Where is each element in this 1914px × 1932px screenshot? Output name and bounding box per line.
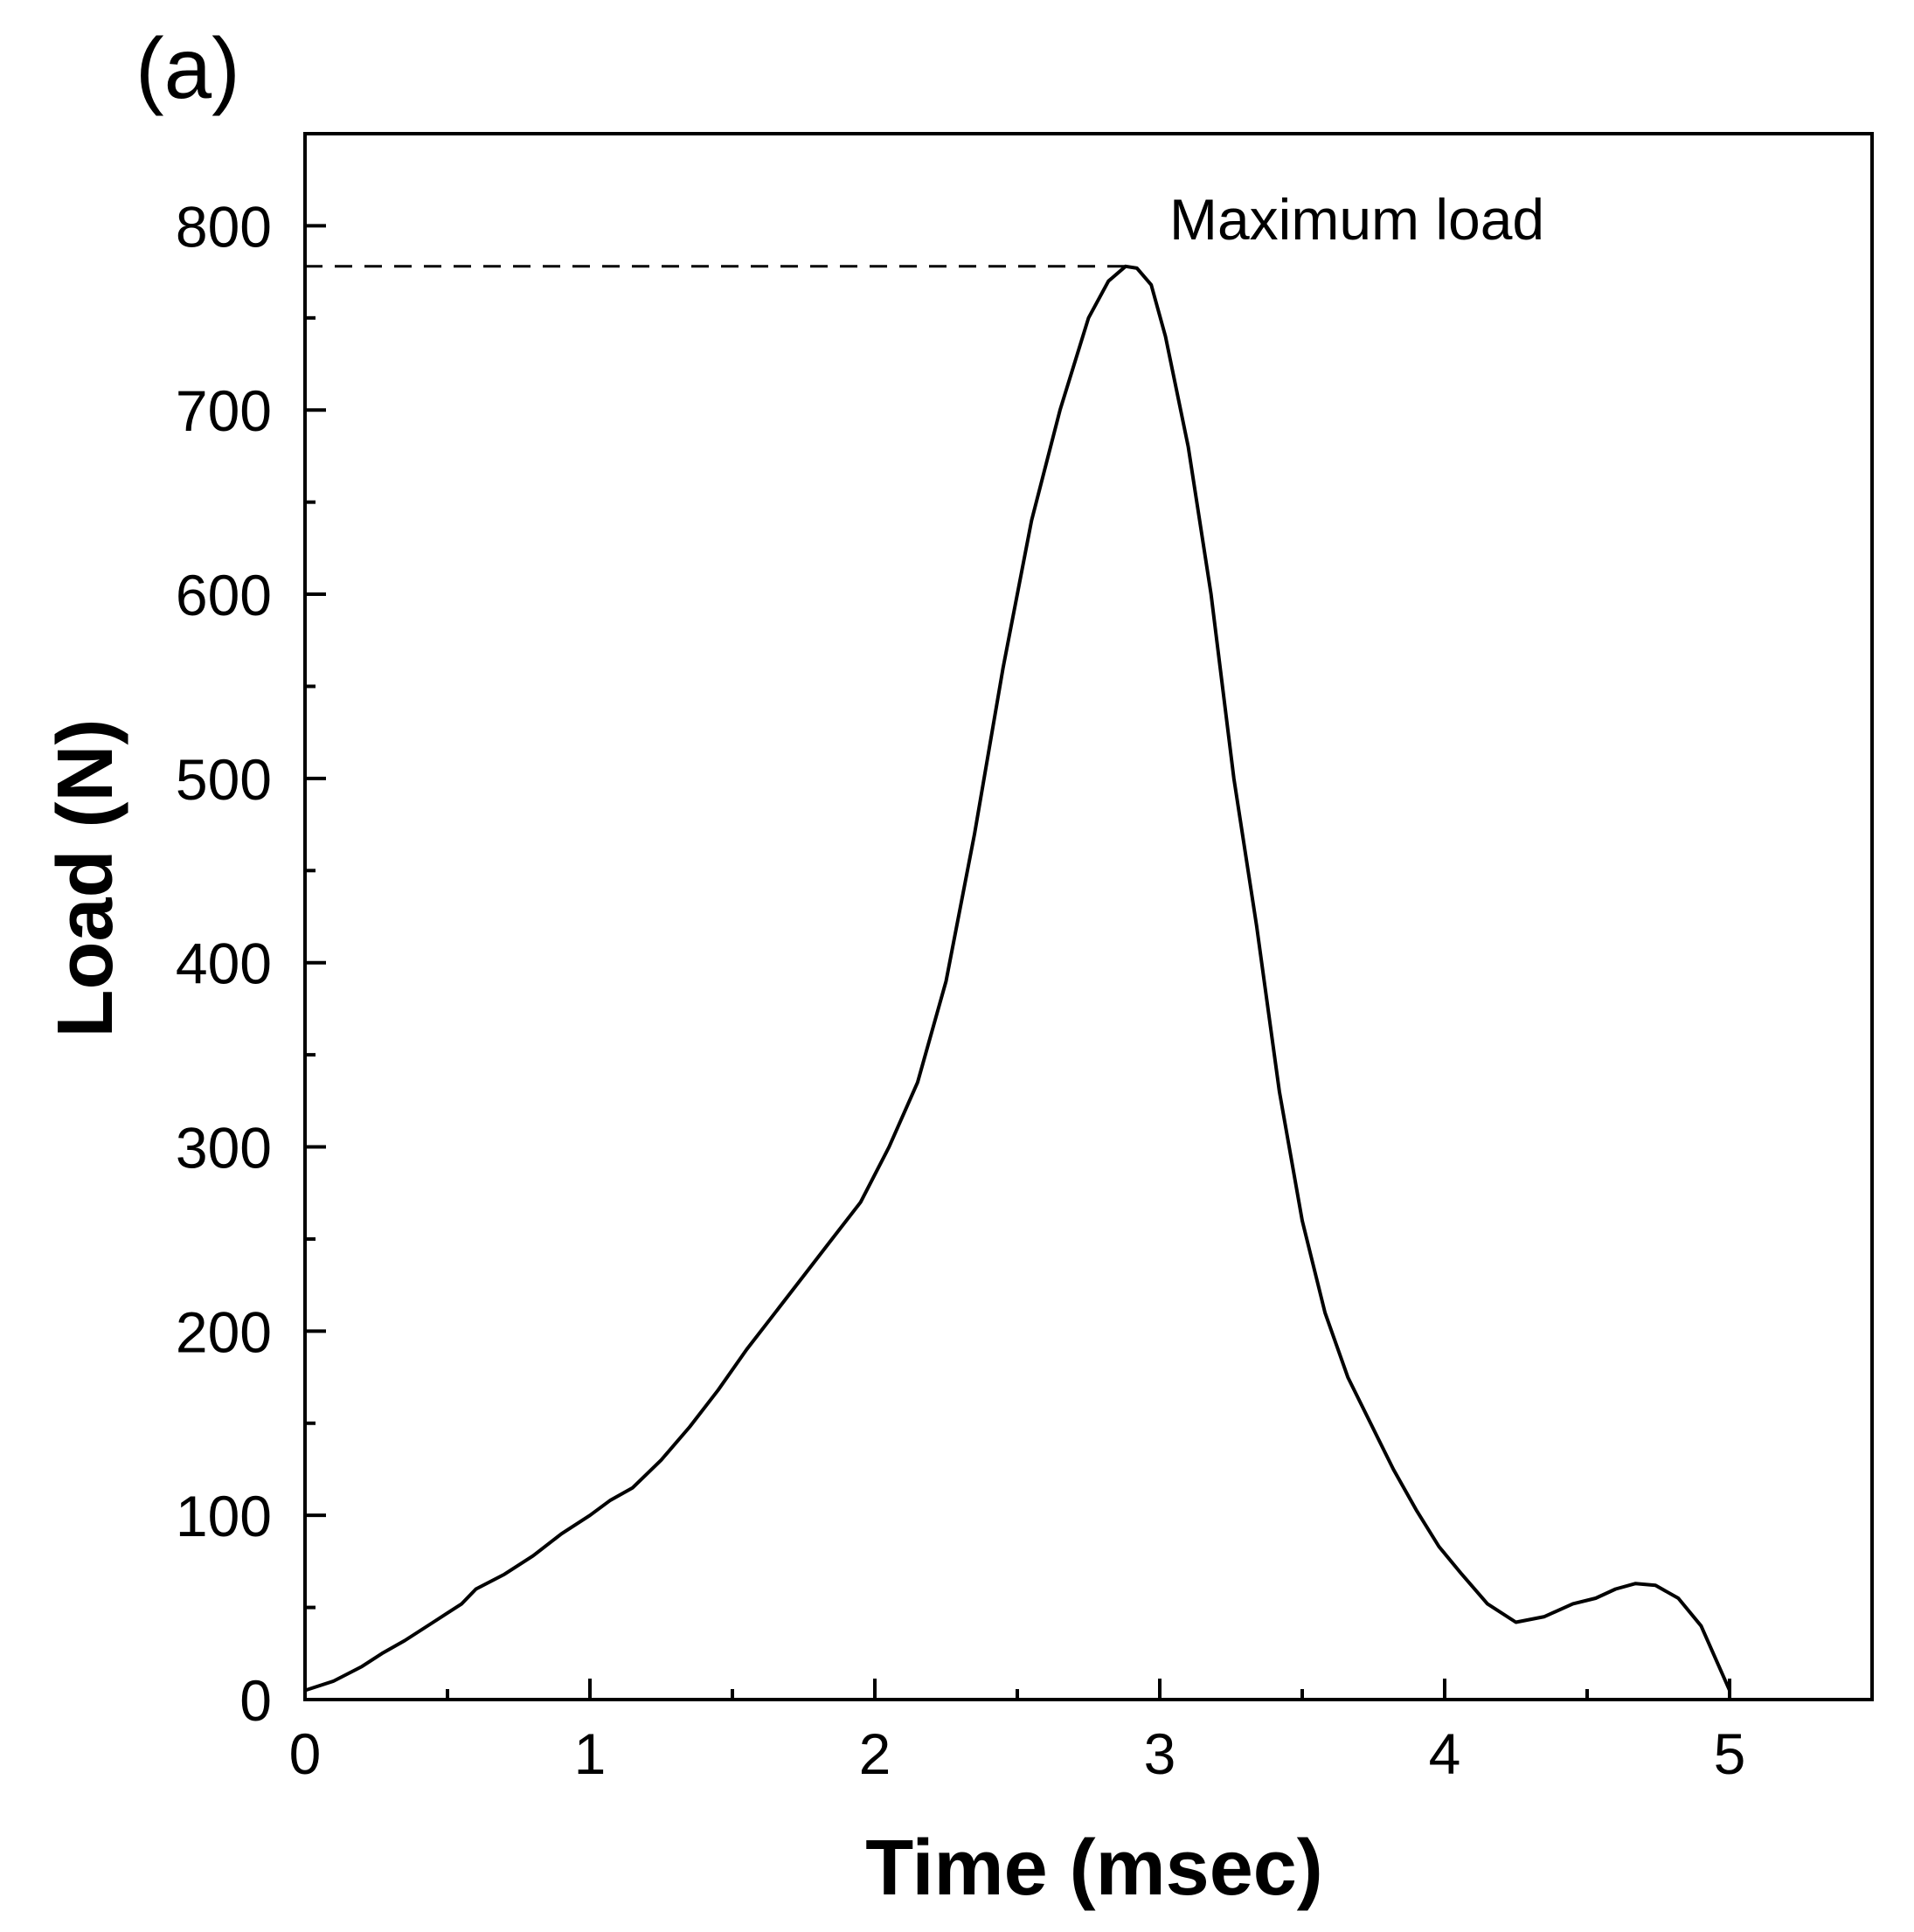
- plot-area-frame: [303, 132, 1874, 1701]
- y-tick-label: 600: [176, 563, 272, 627]
- y-tick-label: 200: [176, 1299, 272, 1364]
- load-curve: [304, 264, 1731, 1693]
- x-tick-label: 1: [574, 1721, 607, 1786]
- x-tick-label: 5: [1714, 1721, 1746, 1786]
- y-tick-label: 800: [176, 194, 272, 259]
- panel-label: (a): [135, 20, 240, 116]
- y-tick-label: 500: [176, 747, 272, 812]
- y-tick-label: 300: [176, 1116, 272, 1181]
- y-axis-tick-labels: 0 100 200 300 400 500 600 700 800: [176, 194, 272, 1733]
- y-tick-label: 400: [176, 931, 272, 996]
- x-axis-title: Time (msec): [865, 1825, 1323, 1912]
- x-tick-label: 0: [289, 1721, 322, 1786]
- y-tick-label: 0: [239, 1668, 272, 1733]
- x-axis-tick-labels: 0 1 2 3 4 5: [289, 1721, 1746, 1786]
- x-tick-label: 4: [1429, 1721, 1461, 1786]
- y-axis-title: Load (N): [42, 719, 129, 1038]
- maximum-load-annotation: Maximum load: [1169, 187, 1544, 252]
- y-tick-label: 700: [176, 378, 272, 443]
- x-tick-label: 2: [859, 1721, 891, 1786]
- y-tick-label: 100: [176, 1484, 272, 1548]
- x-tick-label: 3: [1144, 1721, 1176, 1786]
